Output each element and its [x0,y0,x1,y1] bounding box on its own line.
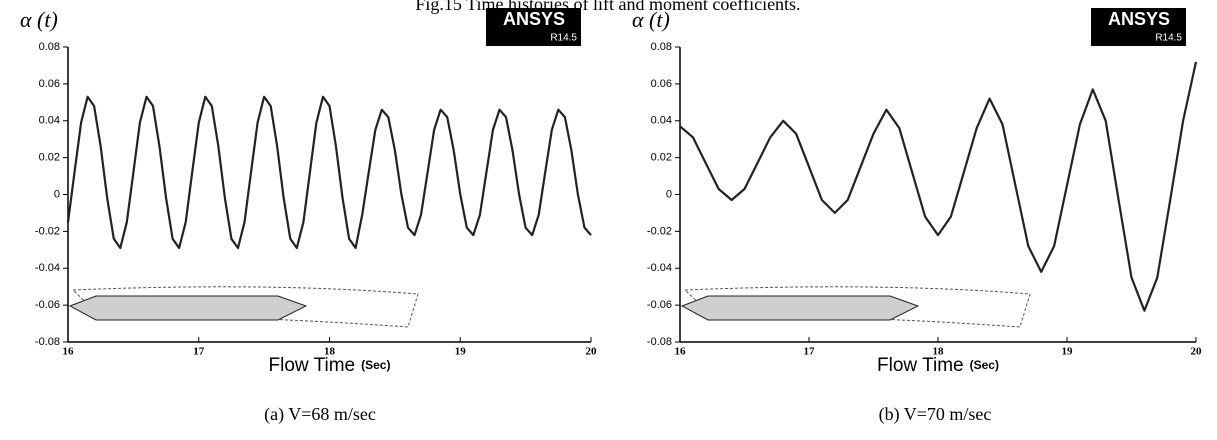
logo-box [1091,8,1186,46]
logo: ANSYS [503,9,565,29]
x-tick-label: 16 [675,346,687,358]
x-tick-label: 17 [804,346,816,358]
x-axis-label: Flow Time (Sec) [877,355,999,376]
deck-section [680,295,920,321]
caption: (b) V=70 m/sec [879,404,992,425]
y-tick-label: 0.04 [39,115,60,127]
figure-title: Fig.15 Time histories of lift and moment… [415,0,800,14]
x-tick-label: 20 [1191,346,1203,358]
x-tick-label: 18 [324,346,336,358]
y-tick-label: -0.06 [35,299,60,311]
y-tick-label: 0.02 [39,152,60,164]
y-axis-label: α (t) [20,7,58,32]
y-tick-label: -0.08 [647,336,672,348]
x-tick-label: 19 [1062,346,1074,358]
data-line [66,95,592,250]
y-tick-label: 0.08 [651,41,672,53]
caption: (a) V=68 m/sec [264,404,376,425]
y-tick-label: 0 [54,188,60,200]
y-tick-label: -0.02 [35,225,60,237]
y-tick-label: -0.04 [647,262,672,274]
y-tick-label: -0.04 [35,262,60,274]
x-axis-label: Flow Time (Sec) [269,355,391,376]
y-tick-label: -0.02 [647,225,672,237]
x-tick-label: 20 [586,346,598,358]
logo-version: R14.5 [1155,33,1182,44]
x-axis-unit: (Sec) [361,358,390,372]
x-tick-label: 18 [933,346,945,358]
y-tick-label: 0.06 [39,78,60,90]
y-tick-label: 0.04 [651,115,672,127]
logo-box [486,8,581,46]
y-axis-label: α (t) [632,7,670,32]
y-tick-label: 0 [666,188,672,200]
x-tick-label: 17 [193,346,205,358]
y-tick-label: -0.08 [35,336,60,348]
x-tick-label: 19 [455,346,467,358]
deck-section [68,295,308,321]
x-axis-label-text: Flow Time [269,355,356,376]
y-tick-label: 0.06 [651,78,672,90]
data-line [679,61,1198,312]
logo: ANSYS [1108,9,1170,29]
x-axis-label-text: Flow Time [877,355,964,376]
x-axis-unit: (Sec) [970,358,999,372]
y-tick-label: 0.02 [651,152,672,164]
logo-version: R14.5 [550,33,577,44]
y-tick-label: -0.06 [647,299,672,311]
x-tick-label: 16 [63,346,75,358]
y-tick-label: 0.08 [39,41,60,53]
